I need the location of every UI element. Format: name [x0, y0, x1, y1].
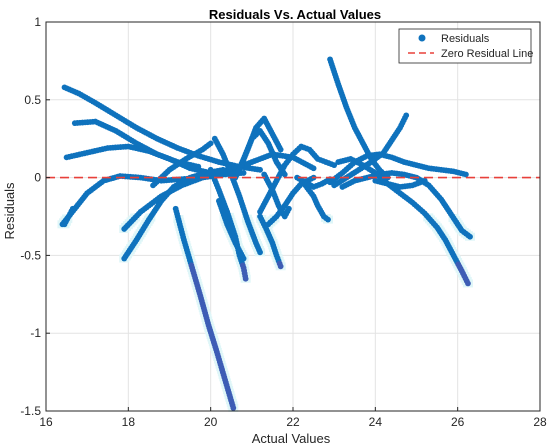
x-tick-label: 26 [451, 415, 465, 429]
residual-point [465, 280, 471, 287]
y-tick-label: 0 [34, 171, 41, 185]
y-tick-label: -1.5 [20, 404, 41, 418]
residual-point [240, 170, 247, 176]
residual-point [242, 275, 249, 282]
residual-point [403, 112, 410, 119]
residual-point [230, 404, 237, 411]
residual-point [467, 233, 473, 240]
residual-point [277, 146, 284, 153]
residual-point [277, 263, 284, 270]
x-tick-label: 16 [39, 415, 53, 429]
residual-point [195, 163, 202, 170]
x-tick-label: 28 [533, 415, 547, 429]
residual-point [207, 140, 214, 147]
chart-title: Residuals Vs. Actual Values [209, 7, 381, 22]
legend-residuals-label: Residuals [441, 33, 490, 45]
residual-point [325, 216, 331, 223]
residual-point [257, 249, 263, 256]
legend-residuals-marker [418, 34, 426, 42]
y-tick-label: -0.5 [20, 248, 41, 262]
residual-point [69, 205, 76, 212]
plot-area: 16 18 20 22 24 26 28 -1.5 -1 -0.5 0 0.5 1 [20, 15, 547, 429]
y-tick-label: 1 [34, 15, 41, 29]
x-tick-label: 20 [204, 415, 218, 429]
x-axis-label: Actual Values [252, 431, 331, 446]
residual-point [240, 255, 247, 262]
y-tick-label: 0.5 [24, 93, 41, 107]
y-tick-label: -1 [30, 326, 41, 340]
residual-points [59, 56, 473, 411]
residual-point [331, 162, 338, 169]
residual-point [463, 171, 469, 178]
residual-point [257, 166, 263, 173]
x-tick-label: 24 [369, 415, 383, 429]
x-axis-ticks: 16 18 20 22 24 26 28 [39, 407, 547, 429]
x-tick-label: 18 [122, 415, 136, 429]
x-tick-label: 22 [286, 415, 300, 429]
residual-point [285, 205, 292, 212]
legend: Residuals Zero Residual Line [398, 28, 533, 64]
residual-point [421, 177, 428, 184]
y-axis-ticks: -1.5 -1 -0.5 0 0.5 1 [20, 15, 50, 418]
residual-point [310, 165, 317, 172]
residual-point [220, 166, 226, 173]
legend-zero-line-label: Zero Residual Line [441, 48, 533, 60]
y-axis-label: Residuals [2, 182, 17, 240]
